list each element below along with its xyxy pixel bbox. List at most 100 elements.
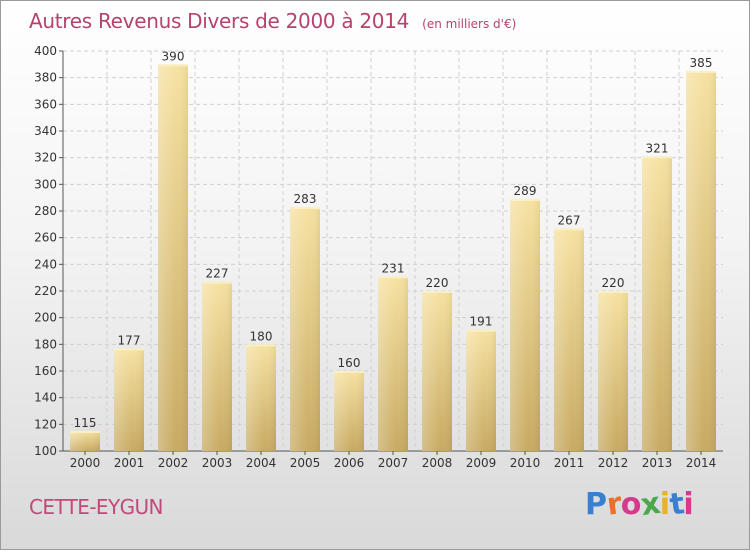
- logo-letter: i: [683, 487, 694, 522]
- x-tick-label: 2005: [290, 456, 321, 470]
- bar-shade: [554, 228, 584, 451]
- bar-shade: [290, 207, 320, 451]
- bar-shade: [378, 276, 408, 451]
- bar-group: [378, 276, 408, 451]
- x-tick-label: 2014: [686, 456, 717, 470]
- x-tick-label: 2002: [158, 456, 189, 470]
- bar-highlight: [246, 344, 276, 347]
- bar-group: [598, 291, 628, 451]
- y-tick-label: 240: [34, 257, 57, 271]
- bar-group: [70, 431, 100, 451]
- bar-highlight: [510, 199, 540, 201]
- y-tick-label: 100: [34, 444, 57, 458]
- value-label: 231: [382, 261, 405, 275]
- bar-shade: [686, 71, 716, 451]
- y-tick-label: 380: [34, 71, 57, 85]
- bar-shade: [114, 348, 144, 451]
- value-label: 227: [206, 267, 229, 281]
- bar-layer: [70, 64, 716, 452]
- logo-letter: i: [659, 487, 670, 522]
- y-tick-label: 260: [34, 231, 57, 245]
- value-label: 177: [118, 333, 141, 347]
- y-tick-label: 160: [34, 364, 57, 378]
- bar-group: [642, 156, 672, 452]
- x-tick-label: 2012: [598, 456, 629, 470]
- value-label: 220: [602, 276, 625, 290]
- logo-letter: P: [585, 487, 607, 522]
- chart-subtitle: (en milliers d'€): [422, 17, 517, 31]
- x-tick-label: 2007: [378, 456, 409, 470]
- bar-shade: [466, 329, 496, 451]
- value-label: 267: [558, 213, 581, 227]
- value-label: 191: [470, 315, 493, 329]
- bar-highlight: [378, 276, 408, 279]
- bar-highlight: [290, 207, 320, 209]
- value-label: 321: [646, 141, 669, 155]
- bar-highlight: [686, 71, 716, 73]
- y-tick-label: 220: [34, 284, 57, 298]
- bar-highlight: [158, 64, 188, 67]
- bar-group: [554, 228, 584, 451]
- x-tick-label: 2010: [510, 456, 541, 470]
- bar-group: [202, 281, 232, 451]
- value-label: 385: [690, 56, 713, 70]
- y-tick-label: 120: [34, 417, 57, 431]
- x-tick-label: 2011: [554, 456, 585, 470]
- x-tick-label: 2001: [114, 456, 145, 470]
- bar-highlight: [642, 156, 672, 159]
- bar-shade: [510, 199, 540, 451]
- x-tick-label: 2006: [334, 456, 365, 470]
- bar-group: [510, 199, 540, 451]
- location-label: CETTE-EYGUN: [29, 495, 163, 519]
- bar-group: [466, 329, 496, 451]
- bar-highlight: [202, 281, 232, 284]
- x-tick-label: 2000: [70, 456, 101, 470]
- y-tick-label: 360: [34, 97, 57, 111]
- bar-highlight: [334, 371, 364, 373]
- proxiti-logo[interactable]: Proxiti: [585, 485, 694, 524]
- y-tick-label: 340: [34, 124, 57, 138]
- bar-highlight: [598, 291, 628, 293]
- bar-group: [334, 371, 364, 451]
- x-tick-label: 2008: [422, 456, 453, 470]
- x-tick-label: 2004: [246, 456, 277, 470]
- bar-shade: [158, 64, 188, 452]
- value-label: 115: [74, 416, 97, 430]
- value-label: 283: [294, 192, 317, 206]
- bar-group: [158, 64, 188, 452]
- y-tick-label: 400: [34, 44, 57, 58]
- label-layer: 115 177 390 227 180 283 160 231 220 191 289 267 220 3…: [74, 49, 713, 430]
- bar-group: [246, 344, 276, 451]
- x-tick-label: 2013: [642, 456, 673, 470]
- x-tick-label: 2009: [466, 456, 497, 470]
- bar-highlight: [554, 228, 584, 231]
- chart-title: Autres Revenus Divers de 2000 à 2014: [29, 9, 410, 33]
- bar-highlight: [70, 431, 100, 433]
- logo-letter: o: [620, 487, 642, 522]
- value-label: 390: [162, 49, 185, 63]
- bar-group: [686, 71, 716, 451]
- bar-shade: [598, 291, 628, 451]
- bar-shade: [334, 371, 364, 451]
- x-tick-label: 2003: [202, 456, 233, 470]
- title-row: Autres Revenus Divers de 2000 à 2014 (en…: [29, 9, 516, 33]
- y-tick-label: 300: [34, 177, 57, 191]
- bar-shade: [246, 344, 276, 451]
- y-tick-label: 180: [34, 337, 57, 351]
- bar-highlight: [114, 348, 144, 351]
- bar-highlight: [466, 329, 496, 332]
- y-tick-label: 140: [34, 391, 57, 405]
- bar-shade: [642, 156, 672, 452]
- value-label: 160: [338, 356, 361, 370]
- y-tick-label: 200: [34, 311, 57, 325]
- bar-shade: [70, 431, 100, 451]
- y-tick-label: 280: [34, 204, 57, 218]
- y-tick-label: 320: [34, 151, 57, 165]
- value-label: 220: [426, 276, 449, 290]
- axis-layer: 100 120 140 160 180 200 220 240 260 280 300 320 340 3…: [34, 44, 723, 470]
- bar-shade: [202, 281, 232, 451]
- logo-letter: x: [638, 485, 663, 524]
- bar-group: [290, 207, 320, 451]
